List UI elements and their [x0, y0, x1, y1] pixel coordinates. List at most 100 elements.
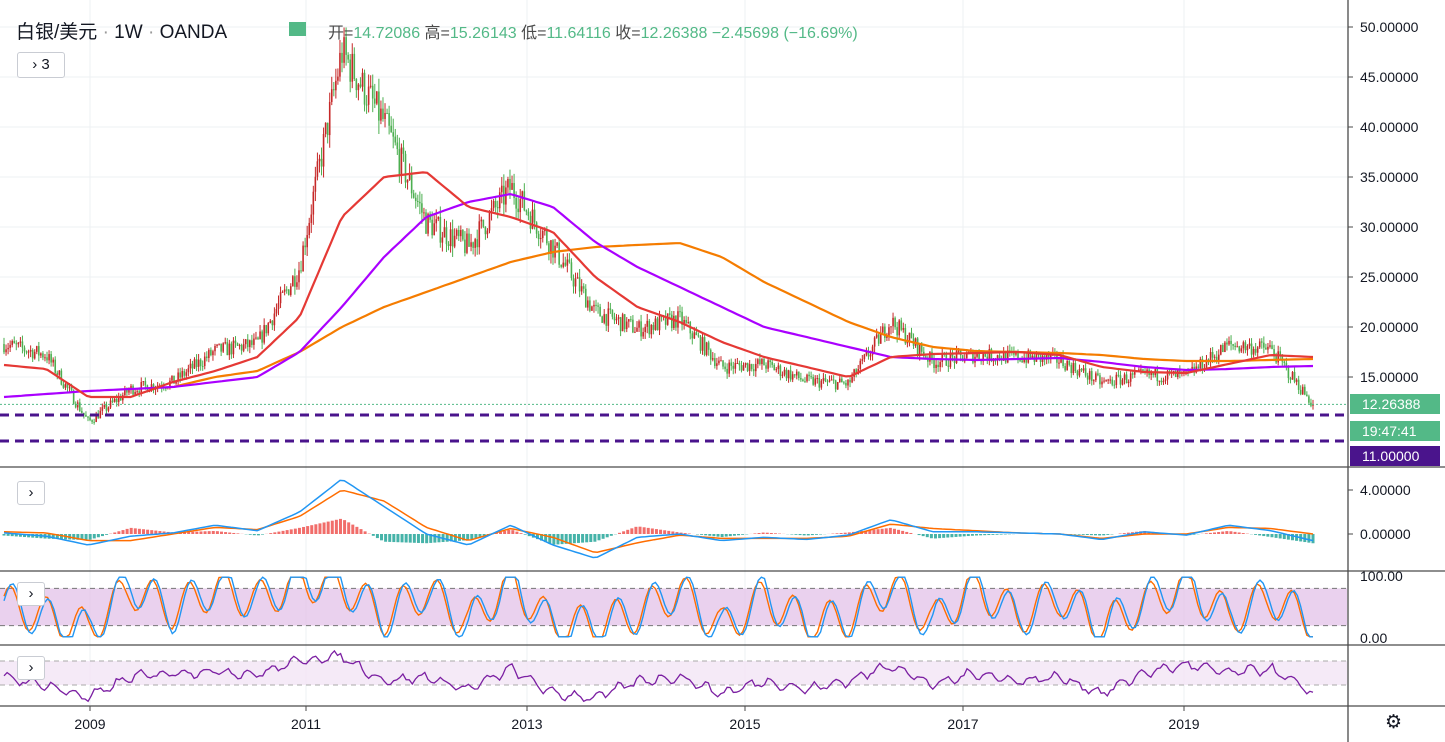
macd-histogram-bar	[55, 534, 59, 540]
macd-histogram-bar	[187, 531, 191, 534]
candle-body	[734, 363, 737, 369]
candle-body	[855, 369, 857, 375]
candle-body	[365, 104, 368, 106]
candle-body	[285, 289, 288, 291]
candle-body	[214, 345, 216, 352]
candle-body	[78, 402, 81, 412]
candle-body	[994, 360, 997, 362]
macd-histogram-bar	[667, 530, 671, 534]
candle-body	[791, 374, 794, 380]
candle-body	[105, 404, 108, 411]
candle-body	[464, 239, 466, 253]
symbol-name[interactable]: 白银/美元	[16, 22, 98, 43]
macd-histogram-bar	[921, 534, 925, 537]
candle-body	[308, 222, 311, 236]
candle-body	[591, 306, 593, 311]
candle-body	[1209, 352, 1212, 363]
candle-body	[431, 219, 433, 236]
candle-body	[1236, 346, 1239, 348]
macd-histogram-bar	[499, 531, 503, 534]
candle-body	[800, 378, 802, 380]
candle-body	[630, 319, 632, 321]
gear-icon[interactable]: ⚙	[1385, 712, 1403, 733]
candle-body	[1283, 361, 1286, 363]
macd-histogram-bar	[609, 534, 613, 536]
macd-histogram-bar	[568, 534, 572, 544]
candle-body	[802, 379, 804, 382]
candle-body	[918, 343, 921, 355]
candle-body	[472, 242, 474, 248]
candle-body	[976, 353, 978, 357]
candle-body	[142, 381, 145, 383]
candle-body	[353, 53, 356, 79]
macd-histogram-bar	[351, 524, 355, 534]
time-tick-label: 2013	[511, 716, 542, 732]
macd-histogram-bar	[773, 533, 777, 534]
macd-histogram-bar	[277, 531, 281, 534]
candle-body	[357, 84, 360, 91]
stochastic-pane[interactable]	[0, 576, 1347, 638]
candle-body	[1267, 346, 1269, 350]
rsi-pane[interactable]	[0, 649, 1347, 703]
macd-histogram-bar	[876, 529, 880, 534]
macd-line	[3, 479, 1314, 559]
macd-expand-button[interactable]: ›	[17, 481, 45, 505]
candle-body	[435, 219, 438, 224]
price-axis[interactable]: 50.00000 45.00000 40.00000 35.00000 30.00000…	[1348, 19, 1419, 646]
candle-body	[189, 363, 192, 369]
candle-body	[128, 390, 130, 393]
candle-body	[666, 313, 669, 325]
macd-histogram-bar	[901, 530, 905, 534]
macd-histogram-bar	[1217, 532, 1221, 534]
candle-body	[1078, 368, 1081, 376]
macd-histogram-bar	[27, 534, 31, 538]
time-axis[interactable]: 2009 2011 2013 2015 2017 2019	[74, 706, 1200, 732]
symbol-header[interactable]: 白银/美元 · 1W · OANDA	[16, 17, 227, 44]
candle-body	[124, 388, 126, 396]
candle-body	[126, 388, 128, 393]
candle-body	[627, 319, 630, 322]
candle-body	[279, 292, 282, 304]
macd-histogram-bar	[310, 525, 314, 534]
candle-body	[68, 387, 71, 389]
macd-histogram-bar	[449, 534, 453, 542]
macd-histogram-bar	[1204, 533, 1208, 534]
macd-histogram-bar	[954, 534, 958, 537]
candle-body	[1211, 352, 1214, 358]
candle-body	[886, 335, 888, 338]
candle-body	[363, 72, 366, 105]
price-pane[interactable]	[0, 27, 1347, 443]
macd-histogram-bar	[396, 534, 400, 543]
interval-label[interactable]: 1W	[114, 22, 143, 43]
macd-histogram-bar	[650, 528, 654, 534]
chevron-right-icon: ›	[32, 56, 38, 73]
candle-body	[673, 315, 675, 329]
candle-body	[1152, 372, 1155, 376]
candle-body	[1297, 379, 1300, 390]
indicator-toggle-button[interactable]: › 3	[17, 52, 65, 78]
candle-body	[226, 342, 229, 356]
candle-body	[580, 286, 583, 292]
candle-body	[203, 356, 206, 367]
macd-histogram-bar	[256, 534, 260, 536]
candle-body	[1068, 360, 1071, 365]
high-key: 高=	[424, 25, 450, 42]
candle-body	[677, 311, 679, 328]
price-tick-label: 35.00000	[1360, 169, 1419, 185]
macd-histogram-bar	[453, 534, 457, 542]
candle-body	[546, 230, 548, 244]
candle-body	[208, 349, 210, 358]
macd-pane[interactable]	[2, 479, 1315, 559]
candle-body	[183, 371, 186, 376]
candle-body	[656, 318, 659, 331]
candle-body	[1031, 355, 1034, 359]
stoch-expand-button[interactable]: ›	[17, 582, 45, 606]
macd-histogram-bar	[564, 534, 568, 544]
candle-body	[517, 208, 519, 213]
macd-histogram-bar	[671, 531, 675, 534]
macd-histogram-bar	[297, 527, 301, 534]
macd-histogram-bar	[659, 529, 663, 534]
rsi-expand-button[interactable]: ›	[17, 656, 45, 680]
candle-body	[1191, 366, 1193, 369]
